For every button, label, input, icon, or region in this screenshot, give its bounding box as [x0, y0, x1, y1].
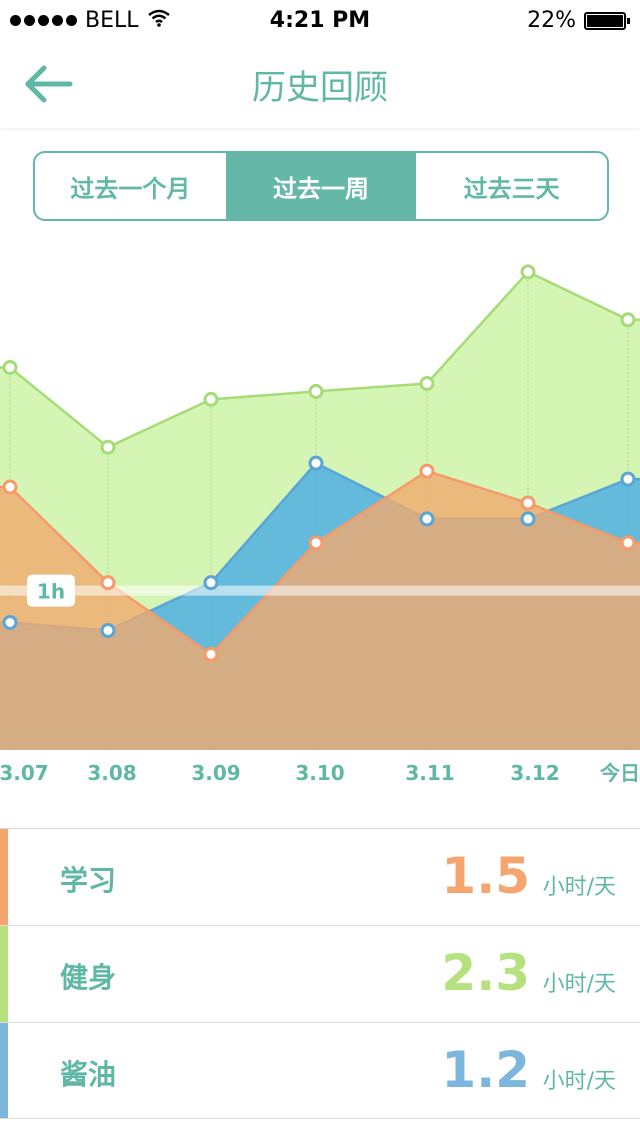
legend-value: 1.5: [441, 847, 530, 905]
legend-label: 学习: [60, 864, 117, 897]
legend-row-study[interactable]: 学习 1.5 小时/天: [0, 828, 640, 925]
reference-label-box: [27, 574, 75, 607]
segment-past-month[interactable]: 过去一个月: [70, 174, 191, 203]
legend-unit: 小时/天: [542, 1069, 616, 1094]
data-point[interactable]: [2, 360, 18, 375]
legend-unit: 小时/天: [542, 875, 616, 900]
data-point[interactable]: [100, 439, 116, 455]
data-point[interactable]: [419, 511, 435, 527]
data-point[interactable]: [308, 535, 324, 551]
data-point[interactable]: [620, 535, 636, 551]
segment-past-week[interactable]: 过去一周: [225, 153, 417, 219]
data-point[interactable]: [308, 383, 324, 399]
battery-icon: [584, 11, 630, 30]
x-tick-label: 3.07: [0, 761, 49, 785]
data-point[interactable]: [203, 575, 219, 591]
x-tick-label: 3.08: [87, 761, 136, 785]
x-tick-label: 3.12: [510, 761, 559, 785]
legend-color-bar: [0, 829, 8, 925]
legend-label: 酱油: [60, 1058, 117, 1091]
reference-line: [0, 585, 640, 596]
data-point[interactable]: [620, 312, 636, 328]
data-point[interactable]: [2, 615, 18, 630]
wifi-icon: [147, 8, 171, 33]
data-point[interactable]: [520, 511, 536, 527]
legend-value: 1.2: [441, 1041, 530, 1099]
data-point[interactable]: [203, 646, 219, 662]
legend-row-idle[interactable]: 酱油 1.2 小时/天: [0, 1022, 640, 1119]
data-point[interactable]: [620, 471, 636, 487]
segment-past-three-days[interactable]: 过去三天: [463, 174, 560, 203]
carrier: BELL: [10, 8, 171, 33]
x-tick-label: 3.09: [191, 761, 240, 785]
data-point[interactable]: [100, 622, 116, 638]
legend-list: 学习 1.5 小时/天 健身 2.3 小时/天 酱油 1.2 小时/天: [0, 828, 640, 1119]
arrow-left-icon: [25, 65, 73, 103]
history-area-chart: 1h 3.07 3.08 3.09 3.10 3.11 3.12 今日: [0, 230, 640, 800]
legend-color-bar: [0, 926, 8, 1022]
battery-status: 22%: [527, 8, 630, 33]
data-point[interactable]: [520, 264, 536, 280]
legend-label: 健身: [60, 961, 117, 994]
navigation-bar: 历史回顾: [0, 40, 640, 128]
legend-value: 2.3: [441, 944, 530, 1002]
data-point[interactable]: [203, 391, 219, 407]
legend-row-fitness[interactable]: 健身 2.3 小时/天: [0, 925, 640, 1022]
battery-percent: 22%: [527, 8, 576, 33]
data-point[interactable]: [419, 375, 435, 391]
page-title: 历史回顾: [252, 68, 388, 108]
legend-unit: 小时/天: [542, 972, 616, 997]
signal-icon: [10, 15, 77, 26]
data-point[interactable]: [308, 455, 324, 471]
status-bar: BELL 4:21 PM 22%: [0, 0, 640, 40]
x-tick-label: 3.11: [405, 761, 454, 785]
data-point[interactable]: [419, 463, 435, 479]
data-point[interactable]: [2, 479, 18, 495]
legend-color-bar: [0, 1023, 8, 1118]
reference-label: 1h: [37, 580, 65, 604]
x-tick-label: 3.10: [295, 761, 344, 785]
carrier-name: BELL: [85, 8, 139, 33]
data-point[interactable]: [100, 575, 116, 591]
status-time: 4:21 PM: [269, 8, 371, 33]
period-segmented-control: 过去一个月 过去一周 过去三天: [33, 151, 609, 221]
x-tick-label: 今日: [600, 761, 640, 785]
series-area-1: [0, 471, 640, 750]
data-point[interactable]: [520, 495, 536, 511]
back-button[interactable]: [22, 60, 78, 108]
